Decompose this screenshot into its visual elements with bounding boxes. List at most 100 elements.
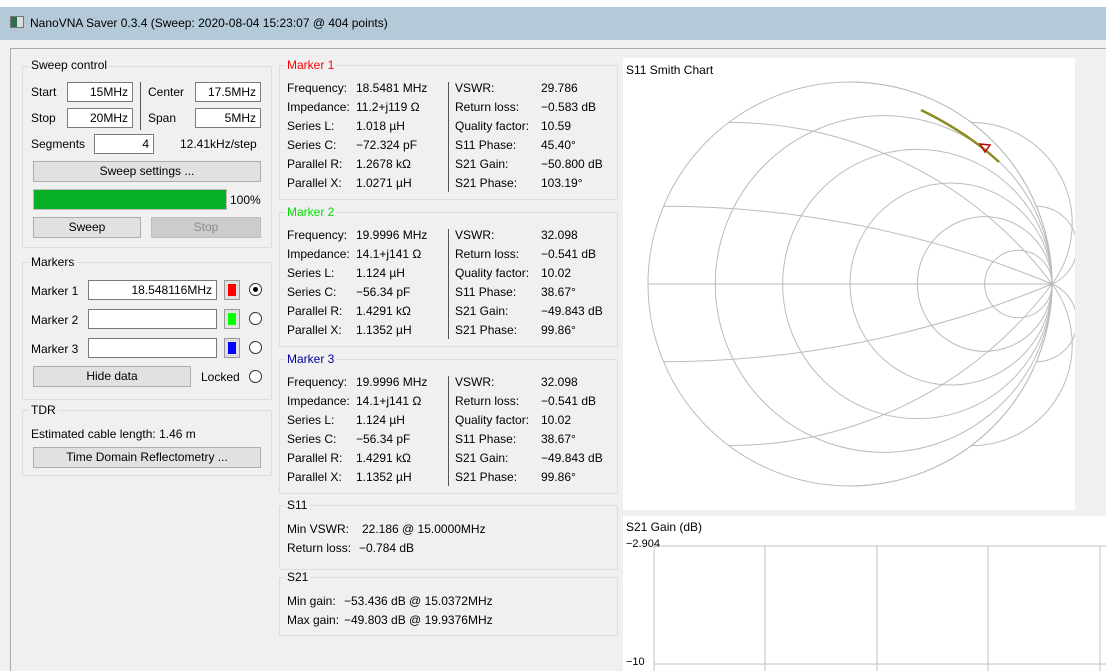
marker-select-radio[interactable] — [249, 283, 262, 296]
start-input[interactable]: 15MHz — [67, 82, 133, 102]
marker-field-label: Parallel X: — [287, 470, 342, 484]
marker-field-label: Series L: — [287, 266, 335, 280]
marker-field-label: Parallel X: — [287, 176, 342, 190]
s11-trace — [920, 108, 1000, 163]
main-frame — [10, 48, 1106, 671]
center-label: Center — [148, 85, 185, 99]
stop-button[interactable]: Stop — [151, 217, 261, 238]
reactance-arc — [728, 121, 1053, 285]
marker-data-group — [279, 65, 618, 200]
marker-field-value: 19.9996 MHz — [356, 228, 428, 242]
marker-field-label: S11 Phase: — [455, 432, 517, 446]
marker-field-value: 14.1+j141 Ω — [356, 247, 422, 261]
y-tick-top: −2.904 — [626, 538, 660, 550]
marker-data-title: Marker 2 — [285, 205, 337, 219]
divider — [448, 82, 449, 192]
marker-field-label: S21 Phase: — [455, 470, 518, 484]
locked-radio[interactable] — [249, 370, 262, 383]
marker-select-radio[interactable] — [249, 312, 262, 325]
marker-data-group — [279, 212, 618, 347]
marker-frequency-input[interactable] — [88, 309, 217, 329]
reactance-arc — [1036, 205, 1075, 285]
smith-chart[interactable]: S11 Smith Chart — [623, 58, 1075, 510]
marker-color-button[interactable] — [224, 280, 240, 300]
smith-chart-svg — [647, 81, 1075, 487]
reactance-arc — [971, 121, 1073, 285]
marker-field-label: Parallel R: — [287, 157, 343, 171]
marker-field-value: 1.124 µH — [356, 413, 405, 427]
marker-field-label: Series L: — [287, 413, 335, 427]
marker-field-label: S21 Gain: — [455, 304, 509, 318]
stop-input[interactable]: 20MHz — [67, 108, 133, 128]
marker-color-button[interactable] — [224, 338, 240, 358]
hide-data-button[interactable]: Hide data — [33, 366, 191, 387]
marker-color-button[interactable] — [224, 309, 240, 329]
marker-select-radio[interactable] — [249, 341, 262, 354]
progress-bar — [33, 189, 227, 210]
tdr-button[interactable]: Time Domain Reflectometry ... — [33, 447, 261, 468]
marker-field-label: Return loss: — [455, 100, 520, 114]
marker-field-value: 99.86° — [541, 323, 576, 337]
marker-field-label: Return loss: — [455, 247, 520, 261]
marker-field-value: 32.098 — [541, 375, 578, 389]
sweep-button[interactable]: Sweep — [33, 217, 141, 238]
marker-label: Marker 1 — [31, 284, 79, 298]
tdr-group — [22, 410, 272, 476]
y-tick-bottom: −10 — [626, 656, 645, 668]
sweep-control-group — [22, 66, 272, 248]
marker-field-value: 19.9996 MHz — [356, 375, 428, 389]
marker-frequency-input[interactable] — [88, 338, 217, 358]
marker-field-value: 14.1+j141 Ω — [356, 394, 422, 408]
marker-field-label: S21 Gain: — [455, 451, 509, 465]
marker-data-title: Marker 1 — [285, 58, 337, 72]
s21-gain-chart[interactable]: S21 Gain (dB) −2.904 −10 — [623, 516, 1106, 671]
return-loss-label: Return loss: — [287, 541, 352, 555]
marker-field-value: −56.34 pF — [356, 285, 411, 299]
marker-field-value: 1.4291 kΩ — [356, 304, 412, 318]
smith-chart-title: S11 Smith Chart — [626, 63, 714, 77]
progress-text: 100% — [230, 193, 261, 207]
marker-field-value: 10.02 — [541, 413, 572, 427]
marker-field-value: 1.124 µH — [356, 266, 405, 280]
min-gain-value: −53.436 dB @ 15.0372MHz — [344, 594, 493, 608]
marker-field-label: VSWR: — [455, 81, 495, 95]
return-loss-value: −0.784 dB — [359, 541, 415, 555]
marker-color-swatch — [228, 313, 236, 325]
divider — [140, 82, 141, 130]
marker-label: Marker 2 — [31, 313, 79, 327]
app-icon — [10, 16, 24, 28]
marker-frequency-input[interactable]: 18.548116MHz — [88, 280, 217, 300]
marker-field-value: 1.1352 µH — [356, 323, 412, 337]
segments-input[interactable]: 4 — [94, 134, 154, 154]
step-size: 12.41kHz/step — [180, 137, 257, 151]
marker-field-value: 1.018 µH — [356, 119, 405, 133]
marker-color-swatch — [228, 284, 236, 296]
segments-label: Segments — [31, 137, 86, 151]
sweep-control-title: Sweep control — [29, 58, 110, 72]
span-input[interactable]: 5MHz — [195, 108, 261, 128]
marker-data-group — [279, 359, 618, 494]
marker-field-value: 32.098 — [541, 228, 578, 242]
marker-field-label: Frequency: — [287, 81, 348, 95]
marker-field-label: Quality factor: — [455, 266, 530, 280]
divider — [448, 376, 449, 486]
sweep-settings-button[interactable]: Sweep settings ... — [33, 161, 261, 182]
marker-field-label: S11 Phase: — [455, 285, 517, 299]
marker-field-label: Parallel R: — [287, 304, 343, 318]
marker-field-label: Impedance: — [287, 247, 350, 261]
marker-color-swatch — [228, 342, 236, 354]
marker-field-value: 18.5481 MHz — [356, 81, 428, 95]
marker-field-label: Impedance: — [287, 394, 350, 408]
center-input[interactable]: 17.5MHz — [195, 82, 261, 102]
max-gain-label: Max gain: — [287, 613, 340, 627]
marker-field-value: 10.59 — [541, 119, 572, 133]
s11-group — [279, 505, 618, 570]
marker-field-label: S21 Phase: — [455, 176, 518, 190]
marker-field-value: 38.67° — [541, 432, 576, 446]
marker-field-value: 10.02 — [541, 266, 572, 280]
marker-field-label: Series C: — [287, 285, 337, 299]
tdr-title: TDR — [29, 403, 58, 417]
marker-field-label: Series C: — [287, 432, 337, 446]
marker-field-value: 38.67° — [541, 285, 576, 299]
marker-field-label: VSWR: — [455, 228, 495, 242]
